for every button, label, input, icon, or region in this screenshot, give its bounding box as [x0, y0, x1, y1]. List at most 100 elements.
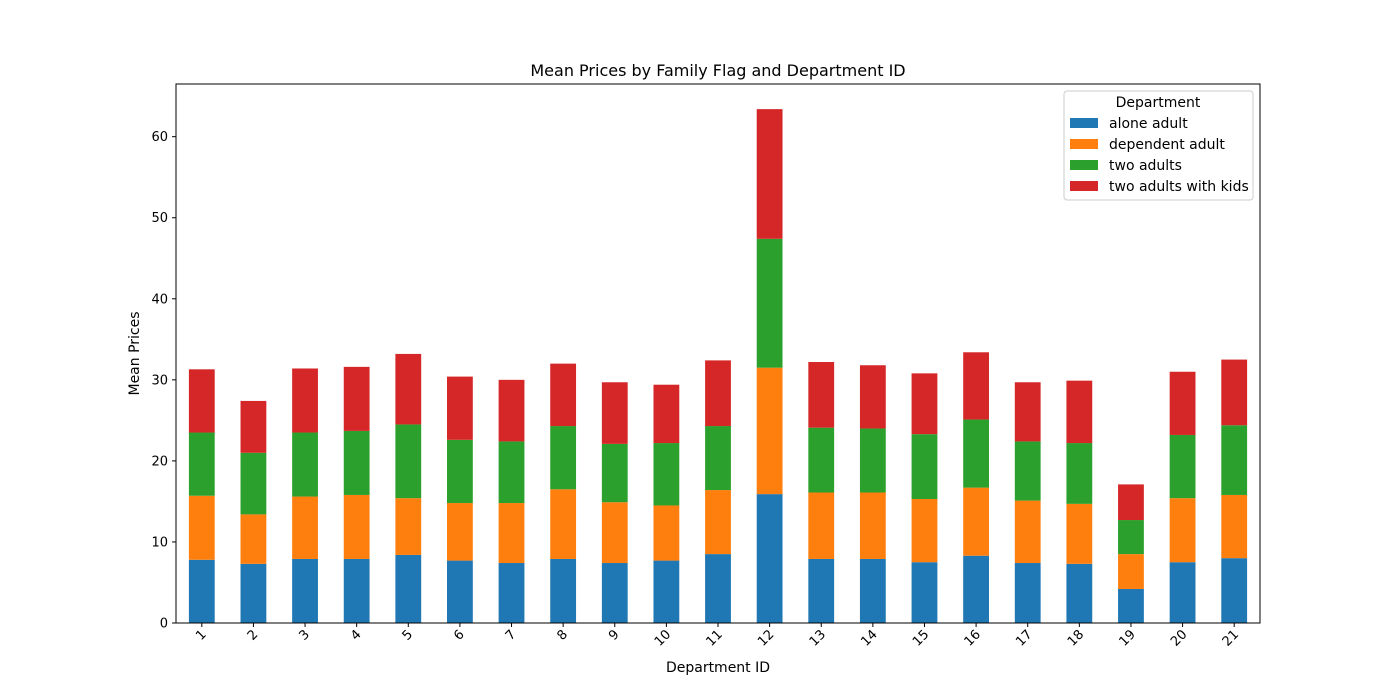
bar-dept-10-series-3	[653, 384, 680, 444]
bar-dept-20-series-0	[1169, 562, 1196, 623]
bar-dept-14-series-1	[859, 492, 886, 559]
bar-dept-3-series-2	[292, 432, 318, 497]
x-tick-label: 3	[296, 627, 312, 643]
bar-dept-9-series-3	[601, 382, 628, 444]
bar-dept-5-series-1	[395, 498, 422, 555]
y-tick-label: 0	[160, 617, 168, 632]
y-tick-label: 60	[151, 130, 168, 145]
x-tick-label: 18	[1065, 627, 1087, 649]
bar-dept-14-series-3	[859, 365, 886, 429]
y-tick-label: 30	[151, 373, 168, 388]
bar-dept-6-series-3	[447, 376, 473, 440]
bar-dept-21-series-0	[1221, 558, 1248, 623]
bar-dept-1-series-3	[188, 369, 215, 433]
x-tick-label: 14	[858, 627, 880, 649]
legend-label: dependent adult	[1109, 137, 1225, 153]
bar-dept-8-series-2	[550, 426, 577, 490]
bar-dept-4-series-3	[343, 366, 370, 431]
bar-dept-12-series-0	[756, 494, 783, 623]
bar-dept-13-series-2	[808, 427, 835, 493]
bar-dept-18-series-2	[1066, 443, 1093, 504]
x-tick-label: 9	[606, 627, 622, 643]
bar-dept-13-series-3	[808, 362, 835, 428]
x-tick-label: 13	[807, 627, 829, 649]
bar-dept-2-series-1	[240, 514, 267, 564]
x-tick-label: 7	[503, 627, 519, 643]
bar-dept-15-series-3	[911, 373, 938, 435]
bar-dept-21-series-3	[1221, 359, 1248, 426]
bar-dept-18-series-0	[1066, 563, 1093, 623]
bar-dept-16-series-2	[963, 419, 989, 488]
bar-dept-19-series-1	[1118, 554, 1144, 589]
legend-items: alone adult dependent adult two adults two …	[1070, 116, 1249, 195]
legend-box	[1063, 90, 1254, 201]
bar-dept-7-series-2	[498, 441, 525, 504]
legend-swatch	[1070, 118, 1098, 128]
bar-dept-3-series-3	[292, 368, 318, 433]
x-tick-label: 12	[755, 627, 777, 649]
x-tick-label: 10	[652, 627, 674, 649]
bar-dept-7-series-0	[498, 563, 525, 623]
y-tick-label: 10	[151, 535, 168, 550]
bar-dept-16-series-0	[963, 555, 989, 623]
bar-dept-1-series-1	[188, 495, 215, 560]
bar-dept-17-series-2	[1014, 441, 1041, 501]
bar-dept-18-series-1	[1066, 503, 1093, 564]
x-tick-label: 16	[962, 627, 984, 649]
x-tick-label: 15	[910, 627, 932, 649]
x-tick-label: 1	[193, 627, 209, 643]
bar-dept-17-series-1	[1014, 500, 1041, 564]
bar-dept-8-series-3	[550, 363, 577, 427]
bar-dept-2-series-3	[240, 400, 267, 453]
legend-label: two adults with kids	[1109, 179, 1249, 195]
x-tick-label: 17	[1013, 627, 1035, 649]
x-tick-label: 4	[348, 627, 364, 643]
bar-dept-21-series-2	[1221, 425, 1248, 495]
legend: Department alone adult dependent adult two…	[1063, 90, 1254, 201]
x-tick-label: 6	[451, 627, 467, 643]
bar-dept-9-series-2	[601, 443, 628, 503]
bar-dept-19-series-2	[1118, 520, 1144, 555]
bar-dept-5-series-2	[395, 424, 422, 499]
bar-dept-18-series-3	[1066, 380, 1093, 444]
x-tick-label: 2	[245, 627, 261, 643]
bar-dept-19-series-0	[1118, 588, 1144, 623]
legend-title: Department	[1116, 95, 1201, 111]
legend-label: two adults	[1109, 158, 1182, 174]
y-axis: 0 10 20 30 40 50 60	[151, 130, 176, 632]
bar-dept-12-series-3	[756, 109, 783, 239]
bar-dept-14-series-2	[859, 428, 886, 493]
bar-dept-10-series-1	[653, 505, 680, 561]
x-tick-label: 20	[1168, 627, 1190, 649]
bar-dept-11-series-0	[705, 554, 731, 623]
x-tick-label: 19	[1116, 627, 1138, 649]
bar-dept-12-series-1	[756, 367, 783, 495]
bar-dept-5-series-3	[395, 353, 422, 425]
bar-dept-17-series-3	[1014, 382, 1041, 442]
bar-dept-16-series-1	[963, 487, 989, 556]
y-axis-label: Mean Prices	[127, 311, 143, 395]
x-axis: 1 2 3 4 5 6 7 8 9 10 11 12 13 14 15 16 17 18 19 20 21	[193, 623, 1242, 650]
bar-dept-14-series-0	[859, 558, 886, 623]
bar-dept-1-series-0	[188, 559, 215, 623]
bar-dept-1-series-2	[188, 432, 215, 496]
bar-dept-10-series-0	[653, 560, 680, 623]
bar-dept-8-series-1	[550, 489, 577, 559]
bar-dept-15-series-0	[911, 562, 938, 623]
bar-dept-21-series-1	[1221, 494, 1248, 559]
y-tick-label: 50	[151, 211, 168, 226]
x-tick-label: 5	[400, 627, 416, 643]
bar-dept-10-series-2	[653, 443, 680, 506]
bar-dept-11-series-2	[705, 426, 731, 491]
x-tick-label: 8	[555, 627, 571, 643]
bar-dept-15-series-2	[911, 434, 938, 499]
bar-dept-16-series-3	[963, 352, 989, 420]
legend-label: alone adult	[1109, 116, 1188, 132]
bar-dept-4-series-2	[343, 430, 370, 495]
bar-dept-15-series-1	[911, 498, 938, 563]
bar-dept-4-series-0	[343, 558, 370, 623]
bar-dept-13-series-1	[808, 492, 835, 559]
chart-title: Mean Prices by Family Flag and Departmen…	[530, 61, 905, 80]
x-tick-label: 11	[704, 627, 726, 649]
x-tick-label: 21	[1220, 627, 1242, 649]
